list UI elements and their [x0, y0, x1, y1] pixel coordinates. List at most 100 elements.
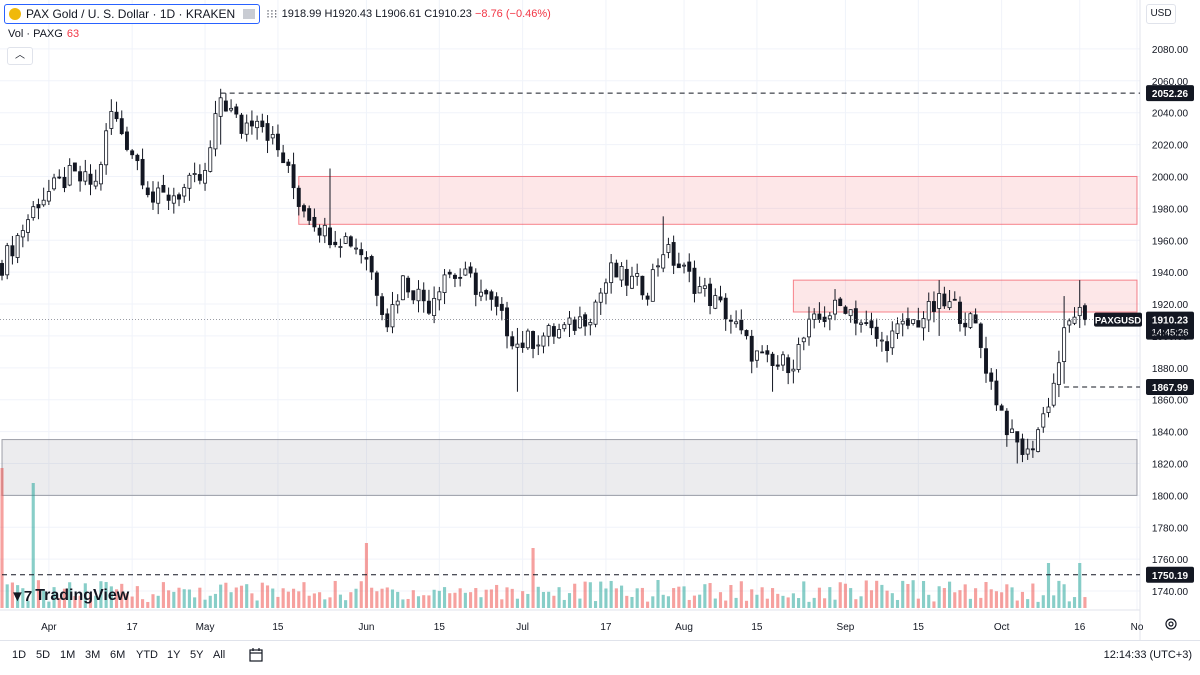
- candle-body: [614, 262, 619, 278]
- candle-body: [20, 230, 25, 238]
- volume-bar: [203, 599, 207, 608]
- price-tick-label: 2080.00: [1152, 45, 1189, 56]
- candle-body: [588, 322, 593, 326]
- price-tick-label: 1880.00: [1152, 364, 1189, 375]
- timeframe-1y[interactable]: 1Y: [167, 649, 181, 661]
- volume-bar: [505, 587, 509, 608]
- volume-bar: [526, 593, 530, 608]
- volume-bar: [677, 586, 681, 608]
- zone-resistance-1: [298, 175, 1138, 225]
- candle-body: [177, 194, 181, 200]
- candle-body: [0, 263, 4, 276]
- symbol-toggle-icon[interactable]: [243, 9, 256, 19]
- timeframe-5d[interactable]: 5D: [36, 649, 51, 661]
- timeframe-1m[interactable]: 1M: [60, 649, 76, 661]
- volume-bar: [552, 595, 556, 608]
- symbol-tag-bg: [1094, 312, 1142, 327]
- candle-body: [630, 275, 634, 289]
- volume-bar: [161, 582, 165, 608]
- volume-bar: [484, 589, 488, 608]
- symbol-search-box[interactable]: PAX Gold / U. S. Dollar · 1D · KRAKEN: [4, 4, 261, 24]
- volume-bar: [338, 594, 342, 608]
- volume-bar: [812, 597, 816, 608]
- candle-body: [905, 318, 910, 326]
- timeframe-3m[interactable]: 3M: [85, 649, 101, 661]
- candle-body: [984, 348, 988, 374]
- candle-body: [786, 357, 791, 374]
- candle-body: [473, 272, 478, 295]
- volume-bar: [354, 588, 358, 608]
- price-tick-label: 1980.00: [1152, 204, 1189, 215]
- timeframe-6m[interactable]: 6M: [110, 649, 126, 661]
- timeframe-all[interactable]: All: [213, 649, 226, 661]
- candle-body: [46, 191, 51, 202]
- volume-bar: [937, 586, 941, 608]
- candle-body: [682, 264, 687, 267]
- volume-bar: [390, 589, 395, 608]
- volume-bar: [765, 598, 769, 608]
- candle-body: [864, 322, 869, 324]
- price-tick-label: 1780.00: [1152, 523, 1189, 534]
- price-chart[interactable]: 2052.26 1867.99 1750.19 PAXGUSD 1910.2314:45…: [0, 0, 1200, 640]
- candle-body: [499, 303, 504, 311]
- volume-bar: [989, 589, 993, 608]
- ohlc-readout: 1918.99 H1920.43 L1906.61 C1910.23 −8.76…: [282, 8, 551, 20]
- volume-bar: [359, 581, 363, 608]
- volume-bar: [312, 593, 316, 608]
- volume-bar: [42, 590, 46, 608]
- volume-bar: [328, 597, 332, 608]
- volume-bar: [16, 585, 20, 608]
- candle-body: [124, 131, 129, 150]
- candle-body: [885, 341, 890, 351]
- collapse-legend-button[interactable]: ︿: [7, 47, 33, 65]
- volume-bar: [646, 601, 650, 608]
- volume-bar: [442, 587, 447, 608]
- volume-bar: [57, 597, 61, 608]
- time-tick-label: 15: [434, 622, 446, 633]
- last-price-label-bg: [1146, 311, 1194, 340]
- candle-body: [843, 306, 848, 314]
- candle-body: [114, 111, 119, 120]
- volume-bar: [921, 581, 926, 608]
- candle-body: [130, 150, 135, 156]
- volume-bar: [1036, 601, 1040, 608]
- candle-body: [307, 208, 312, 221]
- candle-body: [963, 322, 968, 328]
- candle-body: [734, 321, 739, 325]
- volume-bar: [750, 589, 754, 608]
- volume-bar: [724, 600, 728, 608]
- ohlc-close: C1910.23: [424, 8, 472, 20]
- volume-bar: [635, 588, 639, 608]
- volume-bar: [281, 588, 285, 608]
- candle-body: [781, 354, 785, 366]
- timeframe-5y[interactable]: 5Y: [190, 649, 204, 661]
- timeframe-ytd[interactable]: YTD: [136, 649, 158, 661]
- candle-body: [374, 272, 379, 296]
- volume-bar: [193, 597, 197, 608]
- candle-body: [531, 331, 536, 349]
- volume-bar: [854, 599, 858, 608]
- candle-body: [354, 247, 358, 250]
- date-range-calendar-icon[interactable]: [248, 647, 264, 663]
- price-tick-label: 1920.00: [1152, 300, 1189, 311]
- candle-body: [1036, 429, 1041, 452]
- candle-body: [911, 319, 916, 324]
- candle-body: [416, 288, 421, 302]
- volume-bar: [0, 468, 4, 608]
- volume-bar: [1041, 595, 1045, 608]
- time-tick-label: Jul: [516, 622, 529, 633]
- settings-gear-icon[interactable]: [1164, 617, 1178, 631]
- candle-body: [223, 100, 228, 112]
- more-icon[interactable]: ⁝⁝⁝: [266, 7, 278, 21]
- volume-bar: [588, 582, 592, 608]
- time-tick-label: Sep: [837, 622, 855, 633]
- candle-body: [67, 165, 72, 186]
- volume-bar: [1052, 595, 1056, 608]
- candle-body: [718, 296, 723, 301]
- timeframe-1d[interactable]: 1D: [12, 649, 27, 661]
- volume-bars: [0, 468, 1087, 608]
- volume-bar: [177, 587, 181, 608]
- volume-bar: [422, 595, 426, 608]
- candle-body: [947, 301, 952, 309]
- currency-selector[interactable]: USD: [1146, 4, 1176, 24]
